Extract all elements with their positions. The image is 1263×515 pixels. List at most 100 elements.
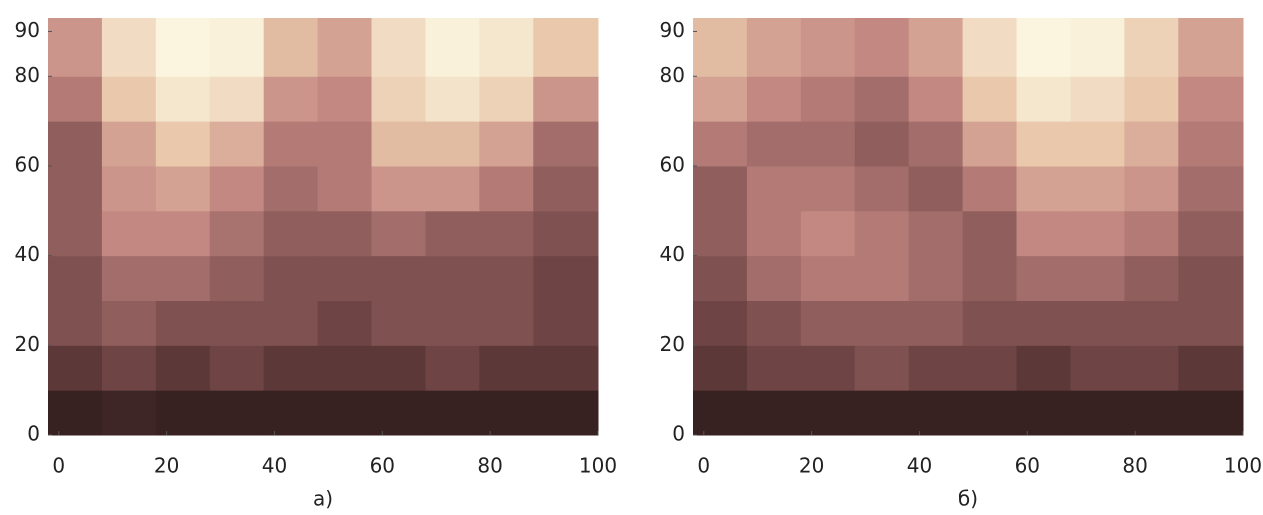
heatmap-cell xyxy=(1178,210,1244,257)
y-tick-label: 60 xyxy=(660,152,685,176)
heatmap-cell xyxy=(1178,345,1244,391)
y-tick-label: 20 xyxy=(15,332,40,356)
heatmap-cell xyxy=(317,255,373,301)
heatmap-cell xyxy=(371,165,426,212)
heatmap-cell xyxy=(962,255,1018,301)
heatmap-cell xyxy=(479,210,534,257)
heatmap-cell xyxy=(746,121,802,167)
heatmap-cell xyxy=(800,390,856,436)
heatmap-cell xyxy=(854,165,910,212)
heatmap-cell xyxy=(425,390,480,436)
heatmap-cell xyxy=(425,345,480,391)
heatmap-cell xyxy=(371,300,426,346)
heatmap-cell xyxy=(962,165,1018,212)
heatmap-cell xyxy=(693,165,748,212)
heatmap-cell xyxy=(1016,255,1071,301)
heatmap-cell xyxy=(48,18,103,77)
heatmap-cell xyxy=(209,255,265,301)
heatmap-cell xyxy=(209,121,265,167)
heatmap-cell xyxy=(1070,210,1125,257)
heatmap-cell xyxy=(854,390,910,436)
heatmap-cell xyxy=(908,18,964,77)
heatmap-cell xyxy=(48,165,103,212)
heatmap-cell xyxy=(479,165,534,212)
heatmap-cell xyxy=(693,255,748,301)
heatmap-cell xyxy=(908,255,964,301)
heatmap-cell xyxy=(371,210,426,257)
heatmap-cell xyxy=(693,210,748,257)
heatmap-cell xyxy=(1178,300,1244,346)
y-tick-label: 90 xyxy=(660,18,685,42)
heatmap-cell xyxy=(1178,76,1244,122)
heatmap-cell xyxy=(1124,300,1179,346)
heatmap-cell xyxy=(1016,300,1071,346)
heatmap-cell xyxy=(48,121,103,167)
heatmap-cell xyxy=(101,18,157,77)
heatmap-cell xyxy=(962,18,1018,77)
x-tick-label: 80 xyxy=(1122,454,1147,478)
heatmap-cell xyxy=(693,121,748,167)
heatmap-cell xyxy=(263,165,319,212)
heatmap-cell xyxy=(908,300,964,346)
heatmap-cell xyxy=(155,345,211,391)
heatmap-cell xyxy=(746,255,802,301)
heatmap-cell xyxy=(263,121,319,167)
heatmap-cell xyxy=(533,165,599,212)
heatmap-cell xyxy=(800,165,856,212)
heatmap-cell xyxy=(693,76,748,122)
heatmap-cell xyxy=(425,300,480,346)
y-tick-label: 80 xyxy=(15,63,40,87)
heatmap-cell xyxy=(800,18,856,77)
heatmap-cell xyxy=(800,76,856,122)
heatmap-cell xyxy=(1016,165,1071,212)
heatmap-cell xyxy=(1070,300,1125,346)
y-tick-label: 0 xyxy=(27,422,40,446)
y-tick-label: 90 xyxy=(15,18,40,42)
x-tick-label: 40 xyxy=(907,454,932,478)
heatmap-cell xyxy=(101,345,157,391)
heatmap-cell xyxy=(962,390,1018,436)
heatmap-cell xyxy=(1016,121,1071,167)
y-tick-label: 0 xyxy=(672,422,685,446)
panel-caption: а) xyxy=(313,487,333,511)
heatmap-cell xyxy=(533,76,599,122)
heatmap-cell xyxy=(854,210,910,257)
panel-caption: б) xyxy=(958,487,978,511)
heatmap-cell xyxy=(263,390,319,436)
x-tick-label: 100 xyxy=(1224,454,1262,478)
heatmap-cell xyxy=(533,210,599,257)
heatmap-cell xyxy=(317,345,373,391)
heatmap-cell xyxy=(209,390,265,436)
heatmap-cell xyxy=(263,18,319,77)
heatmap-cell xyxy=(479,255,534,301)
heatmap-cell xyxy=(48,255,103,301)
heatmap-cell xyxy=(371,255,426,301)
heatmap-cell xyxy=(800,210,856,257)
y-tick-label: 40 xyxy=(15,242,40,266)
heatmap-cell xyxy=(746,300,802,346)
heatmap-cell xyxy=(371,121,426,167)
heatmap-cell xyxy=(479,345,534,391)
heatmap-cell xyxy=(1124,18,1179,77)
heatmap-cell xyxy=(263,76,319,122)
heatmap-cell xyxy=(746,165,802,212)
heatmap-cell xyxy=(48,345,103,391)
heatmap-cell xyxy=(693,300,748,346)
heatmap-cell xyxy=(1070,390,1125,436)
heatmap-cell xyxy=(209,210,265,257)
heatmap-cell xyxy=(854,121,910,167)
heatmap-cell xyxy=(693,345,748,391)
heatmap-cell xyxy=(263,210,319,257)
x-tick-label: 80 xyxy=(477,454,502,478)
y-tick-label: 20 xyxy=(660,332,685,356)
heatmap-cell xyxy=(155,76,211,122)
heatmap-cell xyxy=(693,390,748,436)
heatmap-cell xyxy=(48,300,103,346)
heatmap-cell xyxy=(1124,76,1179,122)
heatmap-cell xyxy=(1070,121,1125,167)
x-tick-label: 20 xyxy=(799,454,824,478)
heatmap-cell xyxy=(962,121,1018,167)
heatmap-cell xyxy=(1124,390,1179,436)
heatmap-cell xyxy=(209,300,265,346)
